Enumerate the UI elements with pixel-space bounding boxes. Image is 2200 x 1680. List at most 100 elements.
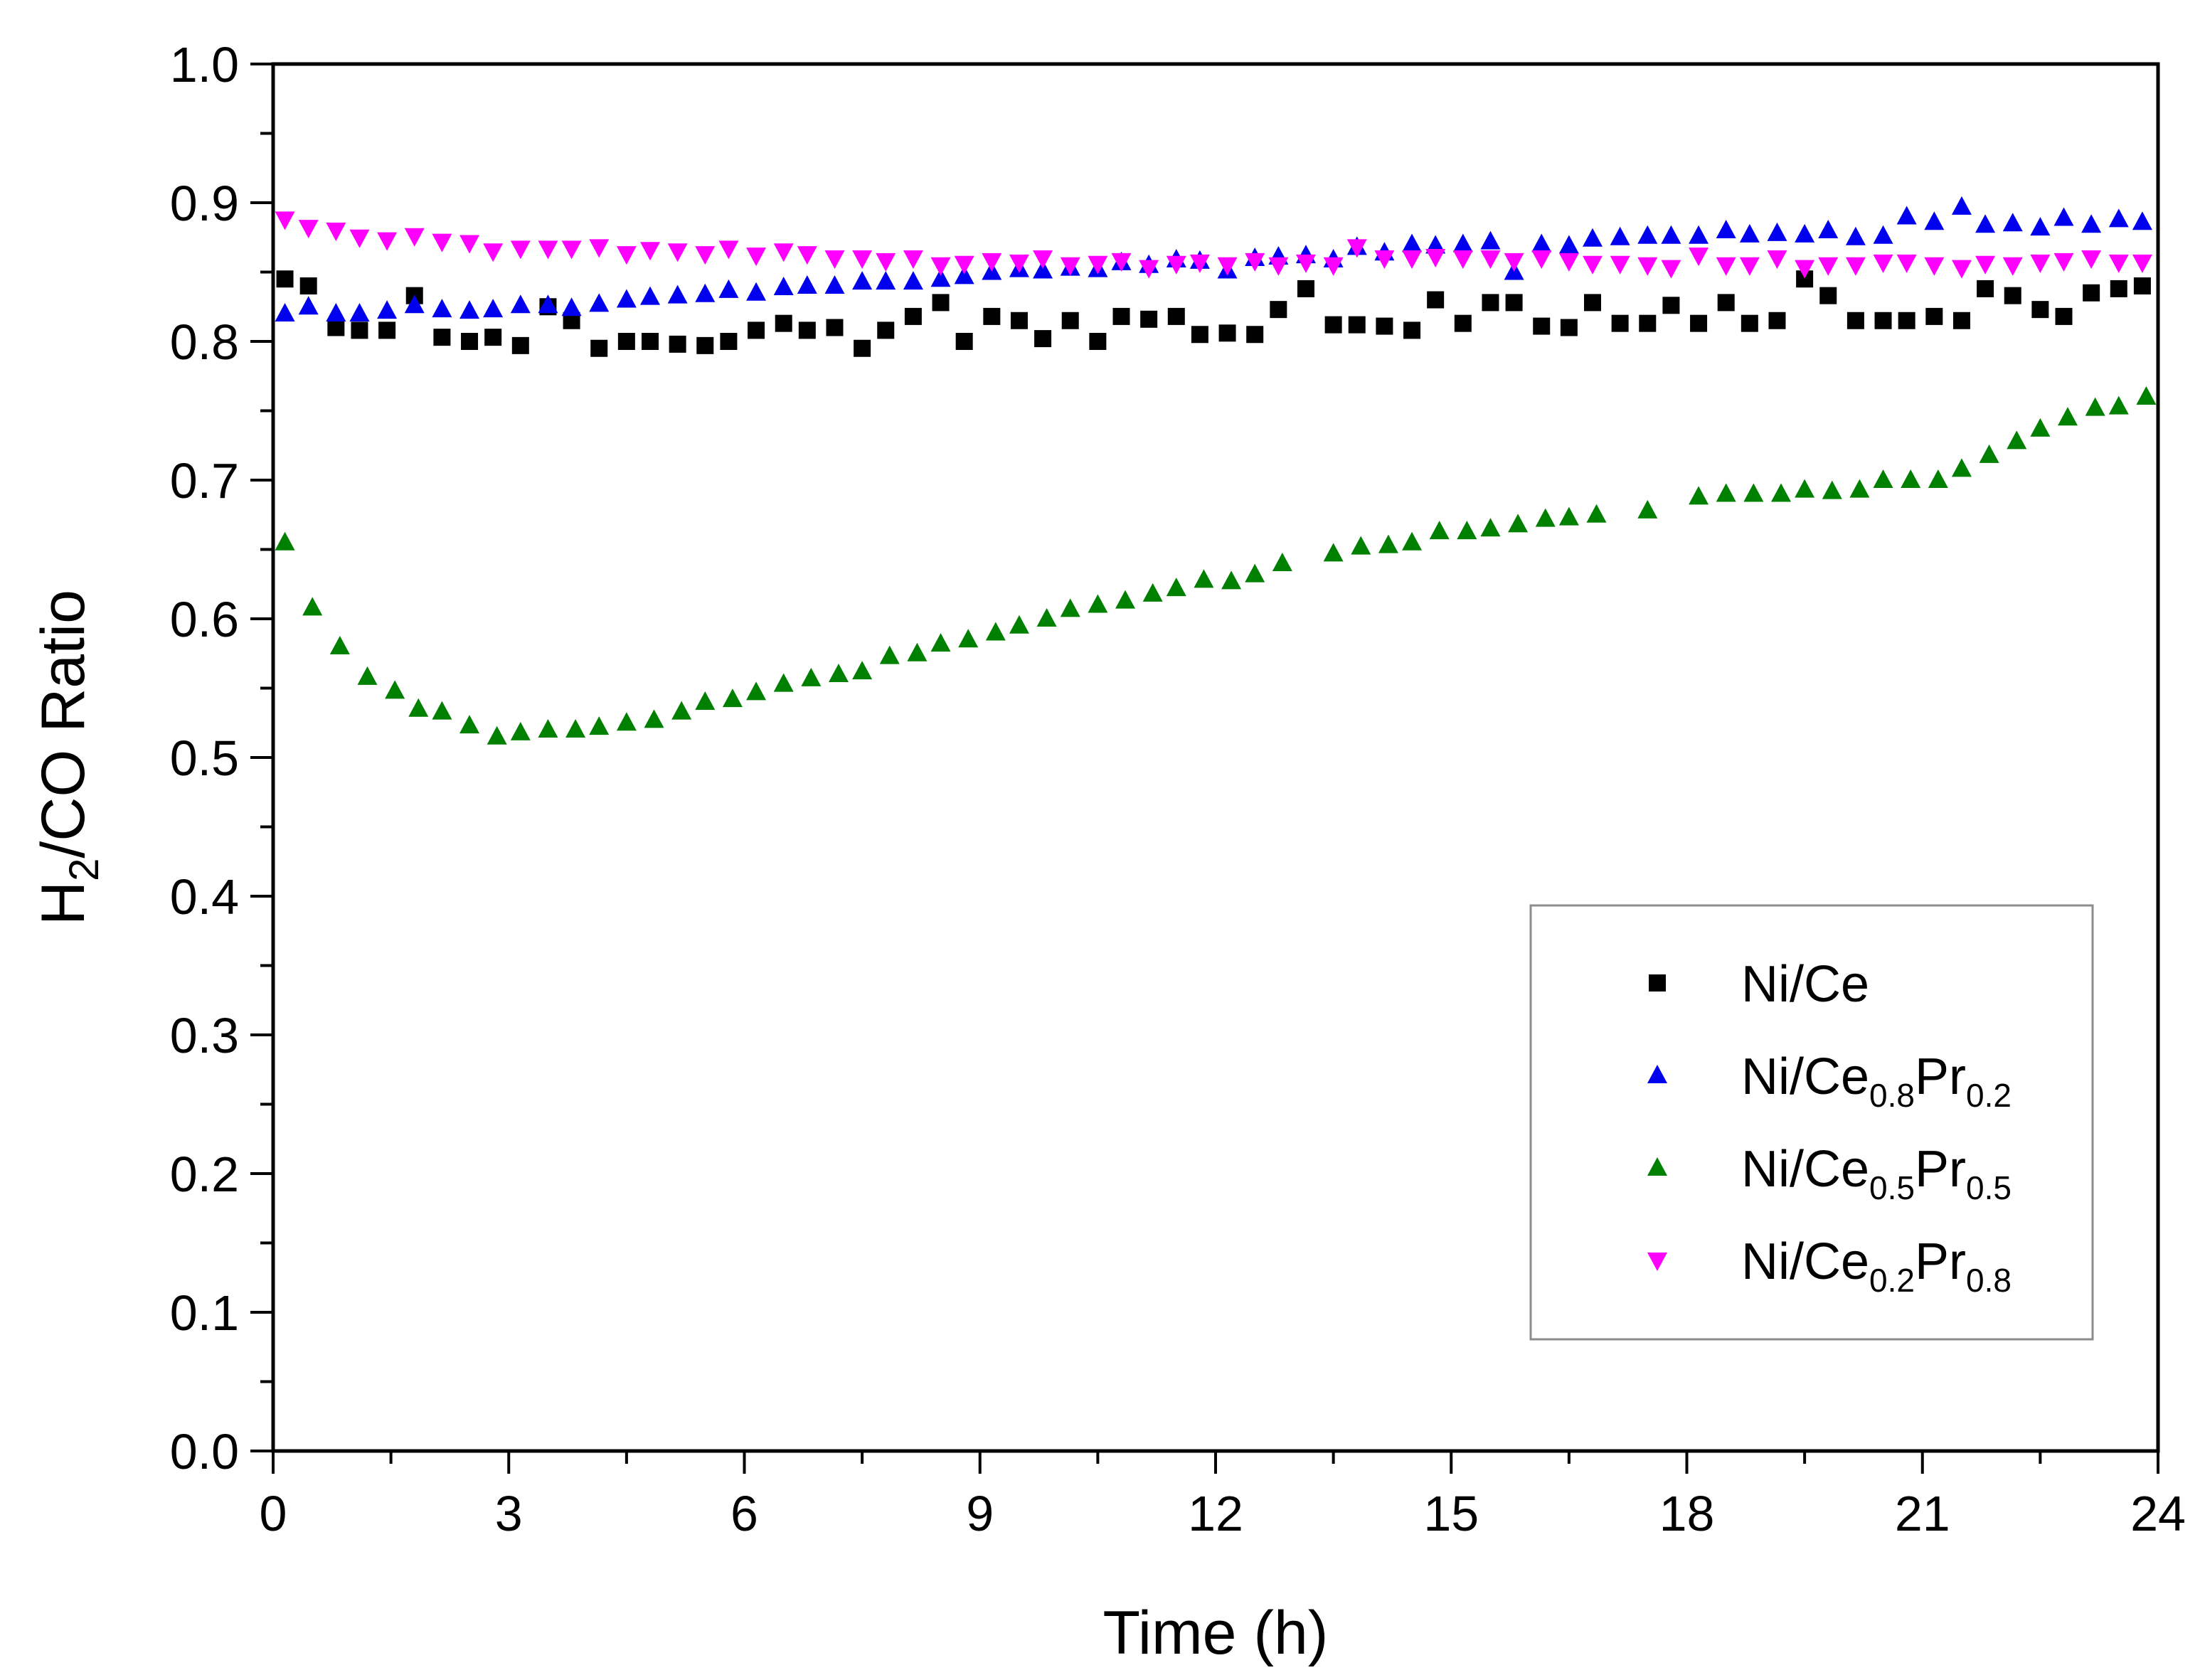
data-point [640, 242, 660, 261]
data-point [1246, 326, 1264, 344]
data-point [1896, 254, 1917, 273]
data-point [1873, 469, 1893, 488]
data-point [1351, 536, 1371, 555]
data-point [746, 681, 767, 701]
data-point [2136, 386, 2157, 405]
data-point [1245, 563, 1265, 583]
data-point [1739, 257, 1760, 276]
data-point [510, 240, 531, 260]
data-point [985, 622, 1006, 641]
data-point [327, 319, 345, 336]
data-point [1661, 260, 1681, 279]
data-point [1295, 254, 1316, 273]
data-point [1452, 233, 1473, 252]
data-point [1818, 220, 1839, 238]
data-point [2108, 208, 2129, 228]
data-point [1140, 310, 1158, 328]
legend-label: Ni/Ce [1741, 956, 1869, 1013]
data-point [1795, 479, 1815, 498]
data-point [1457, 521, 1477, 540]
data-point [349, 229, 370, 248]
data-point [1036, 608, 1057, 627]
data-point [773, 673, 794, 692]
data-point [298, 296, 319, 315]
data-point [932, 294, 950, 312]
data-point [722, 689, 743, 708]
data-point [2031, 301, 2049, 319]
data-point [2132, 211, 2152, 230]
data-point [561, 297, 582, 317]
data-point [798, 321, 816, 339]
y-axis-title-base: H [29, 881, 97, 925]
data-point [746, 282, 767, 301]
data-marks [275, 196, 2157, 745]
data-point [1268, 257, 1289, 276]
data-point [904, 307, 922, 325]
data-point [1189, 254, 1210, 273]
data-point [1979, 444, 1999, 463]
data-point [351, 321, 368, 339]
data-point [2002, 213, 2023, 232]
series-1 [276, 270, 2151, 357]
data-point [1849, 479, 1870, 498]
data-point [2058, 407, 2078, 426]
data-point [1348, 316, 1366, 334]
data-point [1480, 518, 1501, 537]
data-point [1951, 260, 1972, 279]
data-point [982, 252, 1002, 272]
data-point [1975, 214, 1996, 233]
data-point [1901, 469, 1921, 488]
data-point [829, 664, 849, 682]
data-point [1583, 228, 1603, 247]
legend-label-text: Ni/Ce [1741, 1141, 1869, 1198]
data-point [1088, 255, 1108, 275]
data-point [459, 300, 480, 319]
data-point [1846, 312, 1864, 329]
data-point [930, 268, 951, 287]
data-point [2110, 280, 2127, 297]
data-point [1874, 312, 1892, 329]
legend-label-text: Ni/Ce [1741, 956, 1869, 1013]
data-point [275, 211, 295, 230]
data-point [1425, 249, 1446, 268]
data-point [1661, 225, 1681, 244]
data-point [2002, 257, 2023, 276]
data-point [1060, 257, 1080, 276]
data-point [1060, 598, 1080, 617]
data-point [1533, 317, 1551, 335]
data-point [1088, 594, 1108, 613]
y-axis-title: H2/CO Ratio [29, 590, 107, 925]
data-point [695, 691, 716, 710]
data-point [589, 716, 610, 735]
data-point [1662, 297, 1680, 314]
data-point [1111, 252, 1132, 272]
x-tick-label: 0 [260, 1486, 287, 1541]
data-point [1009, 615, 1029, 634]
data-point [1378, 534, 1398, 553]
data-point [298, 220, 319, 239]
data-point [1610, 226, 1630, 245]
data-point [275, 303, 295, 321]
data-point [1402, 531, 1423, 551]
data-point [1586, 504, 1607, 523]
data-point [1689, 248, 1709, 267]
data-point [1425, 235, 1446, 254]
data-point [1010, 312, 1028, 329]
data-point [1951, 196, 1972, 215]
data-point [748, 321, 765, 339]
data-point [854, 339, 871, 357]
data-point [1925, 307, 1943, 325]
data-point [930, 257, 951, 276]
y-tick-label: 0.6 [170, 592, 239, 647]
data-point [1402, 233, 1423, 252]
series-4 [275, 211, 2152, 279]
data-point [695, 283, 716, 302]
data-point [2132, 254, 2152, 273]
data-point [1346, 239, 1367, 258]
data-point [459, 235, 480, 254]
data-point [2083, 284, 2100, 302]
data-point [852, 661, 873, 680]
data-point [459, 715, 480, 734]
data-point [1818, 257, 1839, 276]
data-point [1427, 291, 1445, 309]
